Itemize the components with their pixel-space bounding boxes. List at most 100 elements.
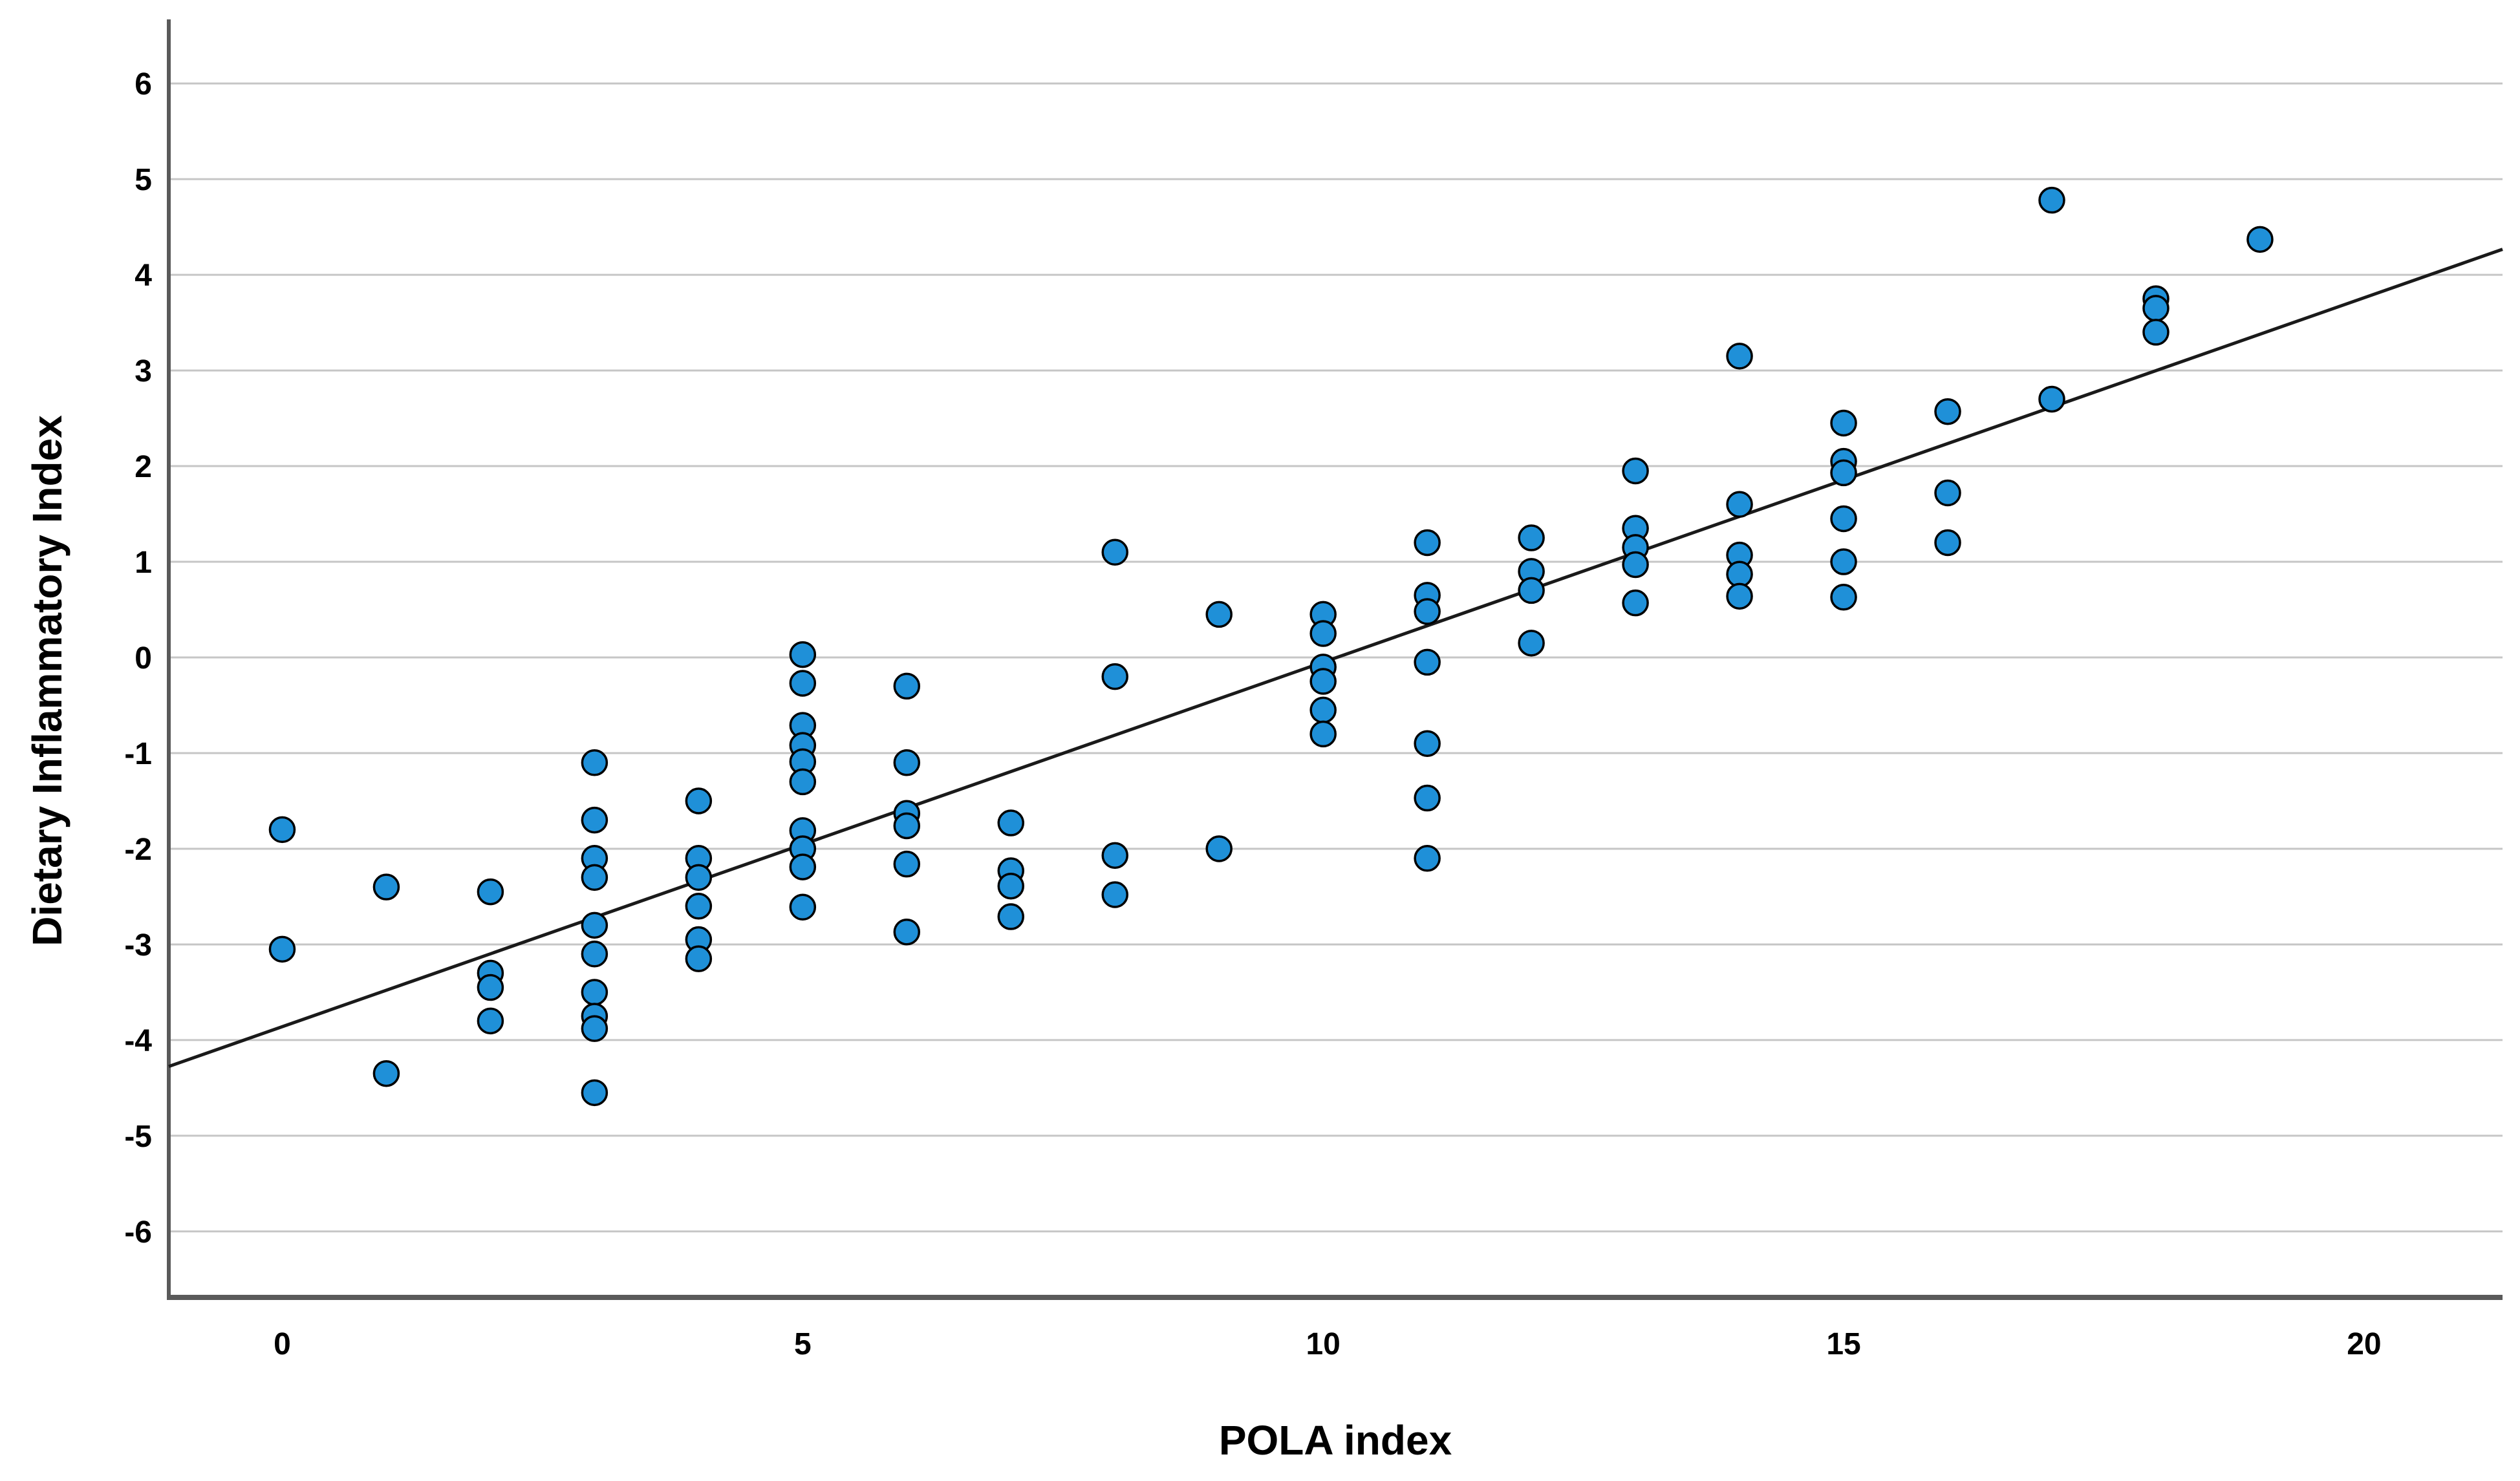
data-point [1830,505,1857,533]
data-point [997,872,1025,900]
data-point [789,768,817,796]
data-point [268,816,296,844]
data-point [997,809,1025,836]
data-point [1622,457,1649,485]
data-point [1518,630,1545,657]
data-point [477,878,504,906]
data-point [1414,784,1441,812]
data-point [1309,620,1337,647]
y-tick-label-0: 0 [135,641,152,676]
data-point [685,864,713,891]
y-axis-tick-labels: 6 5 4 3 2 1 0 -1 -2 -3 -4 -5 -6 [124,67,152,1250]
data-point [581,911,608,939]
axes [167,19,2503,1300]
x-tick-label-5: 5 [794,1327,812,1361]
data-point [477,1007,504,1035]
data-point [685,787,713,815]
x-axis-title: POLA index [1219,1417,1452,1464]
data-point [581,941,608,968]
y-tick-label-5: 5 [135,163,152,197]
data-point [1830,584,1857,611]
data-point [789,853,817,880]
data-point [685,893,713,920]
y-tick-label-6: 6 [135,67,152,101]
x-tick-label-0: 0 [274,1327,291,1361]
data-point [893,749,921,776]
x-tick-label-10: 10 [1306,1327,1340,1361]
data-point [1101,663,1128,690]
y-tick-label-3: 3 [135,354,152,389]
data-point [372,1060,400,1087]
data-point [581,806,608,834]
y-axis-title: Dietary Inflammatory Index [24,415,70,946]
data-point [581,864,608,891]
data-point [2038,186,2065,214]
data-point [893,850,921,878]
data-point [1101,538,1128,566]
data-point [1830,409,1857,437]
y-tick-label--4: -4 [124,1024,152,1058]
data-point [581,1015,608,1042]
data-point [1934,398,1961,425]
data-point [1830,548,1857,575]
y-tick-label--5: -5 [124,1120,152,1154]
x-tick-label-15: 15 [1826,1327,1860,1361]
gridlines [169,82,2503,1233]
y-tick-label-2: 2 [135,450,152,484]
data-point [1518,577,1545,604]
data-point [268,935,296,963]
y-tick-label--2: -2 [124,833,152,867]
x-axis-tick-labels: 0 5 10 15 20 [274,1327,2381,1361]
data-point [1414,648,1441,676]
data-point [581,1079,608,1107]
data-point [893,918,921,946]
regression-fit-line-group [168,248,2503,1069]
y-tick-label-4: 4 [135,259,152,293]
y-tick-label--6: -6 [124,1215,152,1250]
data-point [1309,696,1337,724]
y-tick-label-1: 1 [135,546,152,580]
data-point [1934,479,1961,507]
data-point [1309,720,1337,748]
data-point [477,974,504,1001]
data-point [1101,842,1128,869]
data-point [1934,529,1961,557]
data-point [2038,385,2065,413]
data-point [1726,343,1753,370]
data-point [1414,730,1441,757]
data-point [1726,491,1753,518]
regression-fit-line [168,248,2503,1069]
scatter-points [268,186,2274,1107]
data-point [1830,459,1857,487]
data-point [1622,589,1649,617]
data-point [581,749,608,776]
data-point [893,812,921,840]
data-point [2246,226,2274,253]
data-point [789,641,817,668]
data-point [685,945,713,972]
data-point [1622,551,1649,579]
y-tick-label--1: -1 [124,737,152,771]
data-point [1518,524,1545,551]
data-point [581,979,608,1006]
data-point [997,903,1025,930]
data-point [1414,529,1441,557]
data-point [1309,668,1337,695]
data-point [1205,601,1233,628]
data-point [1101,881,1128,908]
data-point [893,672,921,700]
y-tick-label--3: -3 [124,928,152,963]
data-point [1726,582,1753,610]
data-point [789,893,817,921]
x-tick-label-20: 20 [2347,1327,2381,1361]
data-point [789,670,817,697]
data-point [372,873,400,900]
data-point [2142,295,2170,322]
data-point [1205,835,1233,862]
data-point [2142,319,2170,346]
data-point [1414,845,1441,872]
data-point [1414,598,1441,625]
